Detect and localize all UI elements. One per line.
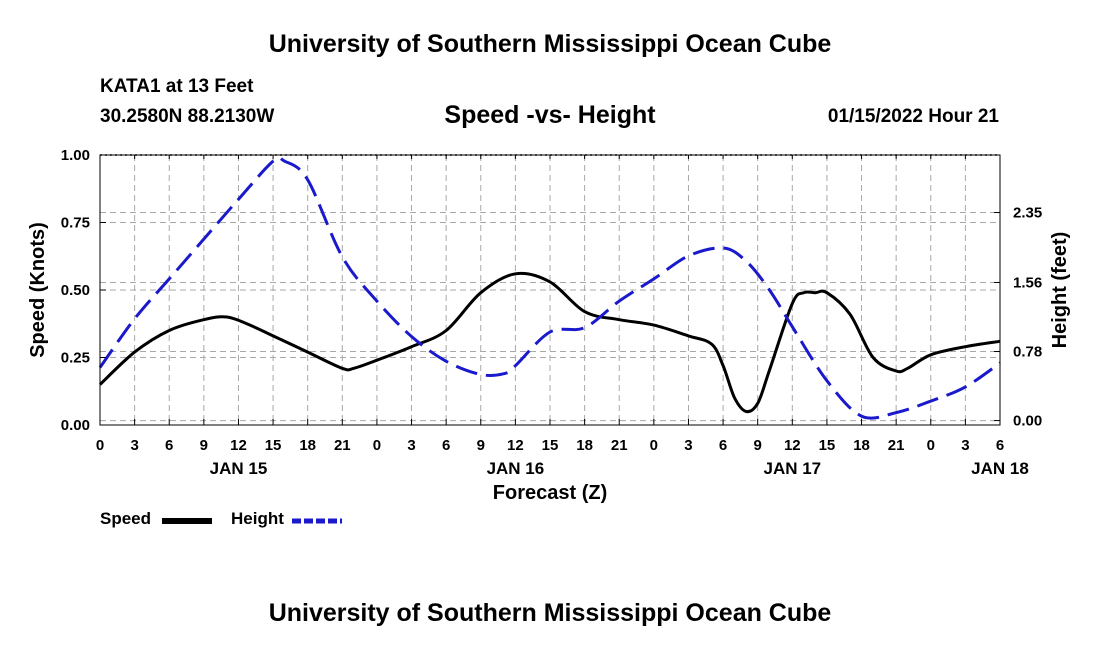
x-tick-label: 0 bbox=[373, 437, 381, 454]
y2-tick-label: 0.00 bbox=[1013, 413, 1042, 430]
legend-speed-swatch bbox=[162, 518, 212, 524]
x-tick-label: 18 bbox=[853, 437, 870, 454]
y2-axis-label: Height (feet) bbox=[1049, 232, 1071, 349]
x-tick-label: 3 bbox=[684, 437, 692, 454]
series-layer bbox=[98, 156, 1001, 420]
x-tick-label: 9 bbox=[200, 437, 208, 454]
x-tick-label: 3 bbox=[961, 437, 969, 454]
x-tick-label: 12 bbox=[784, 437, 801, 454]
x-tick-label: 0 bbox=[96, 437, 104, 454]
x-tick-label: 12 bbox=[507, 437, 524, 454]
ticks: 0 3 6 9 12 15 18 21 0 3 6 9 12 15 18 21 0 3 6 9 12 15 18 21 0 3 6 J… bbox=[61, 147, 1042, 478]
x-date-label: JAN 16 bbox=[487, 459, 545, 478]
x-tick-label: 12 bbox=[230, 437, 247, 454]
station-coordinates: 30.2580N 88.2130W bbox=[100, 106, 275, 127]
y2-tick-label: 2.35 bbox=[1013, 205, 1042, 222]
y2-tick-label: 0.78 bbox=[1013, 344, 1042, 361]
series-line-height bbox=[98, 156, 1001, 420]
x-tick-label: 3 bbox=[407, 437, 415, 454]
legend-height-swatch bbox=[292, 518, 342, 524]
y-tick-label: 0.25 bbox=[61, 350, 90, 367]
x-tick-label: 9 bbox=[477, 437, 485, 454]
x-tick-label: 15 bbox=[819, 437, 836, 454]
y-tick-label: 0.50 bbox=[61, 282, 90, 299]
x-tick-label: 15 bbox=[542, 437, 559, 454]
x-tick-label: 21 bbox=[888, 437, 905, 454]
chart-title: Speed -vs- Height bbox=[444, 101, 656, 129]
x-tick-label: 6 bbox=[996, 437, 1004, 454]
x-axis-label: Forecast (Z) bbox=[492, 482, 608, 504]
x-tick-label: 0 bbox=[927, 437, 935, 454]
y-tick-label: 0.75 bbox=[61, 215, 90, 232]
x-tick-label: 15 bbox=[265, 437, 282, 454]
x-tick-label: 21 bbox=[334, 437, 351, 454]
x-tick-label: 0 bbox=[650, 437, 658, 454]
legend-speed-label: Speed bbox=[100, 509, 152, 528]
y-tick-label: 0.00 bbox=[61, 417, 90, 434]
station-name: KATA1 at 13 Feet bbox=[100, 76, 254, 97]
x-tick-label: 6 bbox=[165, 437, 173, 454]
footer-title: University of Southern Mississippi Ocean… bbox=[268, 599, 832, 627]
y2-tick-label: 1.56 bbox=[1013, 274, 1042, 291]
x-tick-label: 18 bbox=[299, 437, 316, 454]
x-date-label: JAN 15 bbox=[210, 459, 268, 478]
grid bbox=[100, 154, 1000, 425]
x-tick-label: 21 bbox=[611, 437, 628, 454]
legend-height-label: Height bbox=[231, 509, 284, 528]
x-tick-label: 6 bbox=[719, 437, 727, 454]
x-date-label: JAN 18 bbox=[971, 459, 1029, 478]
y-axis-label: Speed (Knots) bbox=[27, 222, 49, 358]
forecast-datetime: 01/15/2022 Hour 21 bbox=[827, 106, 999, 127]
x-date-label: JAN 17 bbox=[763, 459, 821, 478]
x-tick-label: 9 bbox=[754, 437, 762, 454]
x-tick-label: 6 bbox=[442, 437, 450, 454]
page-title: University of Southern Mississippi Ocean… bbox=[268, 30, 832, 58]
y-tick-label: 1.00 bbox=[61, 147, 90, 164]
x-tick-label: 18 bbox=[576, 437, 593, 454]
series-line-speed bbox=[98, 271, 1001, 414]
x-tick-label: 3 bbox=[130, 437, 138, 454]
